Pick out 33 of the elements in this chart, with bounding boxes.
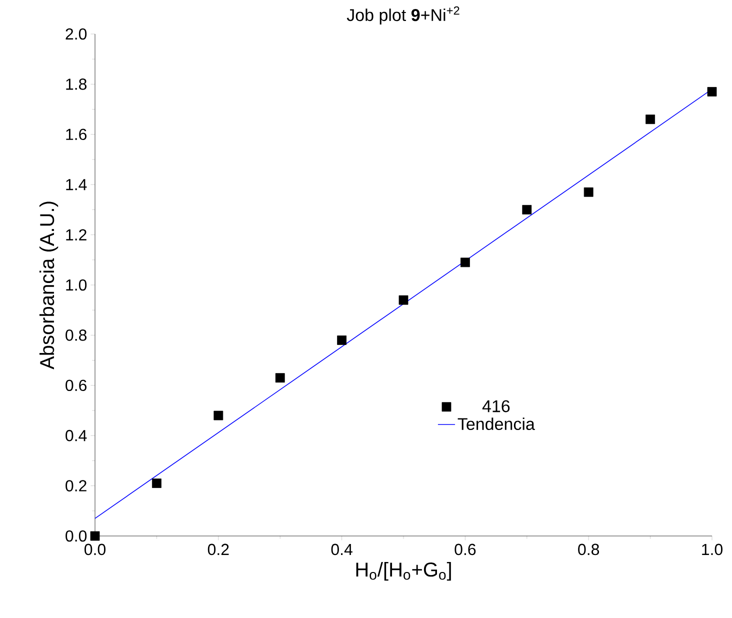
point <box>337 336 347 345</box>
y-tick-label: 0.2 <box>66 480 86 492</box>
legend-label: Tendencia <box>458 418 535 430</box>
point <box>460 258 470 268</box>
point <box>152 478 162 488</box>
point <box>214 410 224 420</box>
y-tick-label: 1.0 <box>66 279 87 291</box>
y-tick-label: 1.6 <box>66 128 86 140</box>
y-tick-label: 1.8 <box>66 78 87 90</box>
chart-title: Job plot 9+Ni$^{+2}$ <box>346 6 460 24</box>
point <box>275 373 285 383</box>
x-tick-label: 0.4 <box>331 544 352 556</box>
point <box>584 187 594 197</box>
point <box>398 295 408 305</box>
point <box>707 87 717 96</box>
y-tick-label: 0.4 <box>66 430 87 442</box>
x-tick-label: 0.0 <box>84 544 106 556</box>
x-tick-label: 0.6 <box>454 544 476 556</box>
x-tick-label: 0.2 <box>208 544 229 556</box>
y-tick-label: 1.4 <box>66 179 87 190</box>
x-tick-label: 0.8 <box>578 544 600 556</box>
y-tick-label: 0.6 <box>66 380 86 392</box>
y-axis-title: Absorbancia (A.U.) <box>39 202 58 370</box>
point <box>646 114 655 124</box>
y-tick-label: 1.2 <box>66 229 86 240</box>
point <box>90 531 100 541</box>
x-axis-title: H$_{o}$/[H$_{o}$+G$_{o}$] <box>356 562 451 581</box>
x-tick-label: 1.0 <box>702 544 722 556</box>
y-tick-label: 2.0 <box>66 28 87 40</box>
y-tick-label: 0.8 <box>66 330 87 341</box>
legend-label: 416 <box>482 400 510 412</box>
point <box>522 204 532 214</box>
y-tick-label: 0.0 <box>66 530 87 542</box>
